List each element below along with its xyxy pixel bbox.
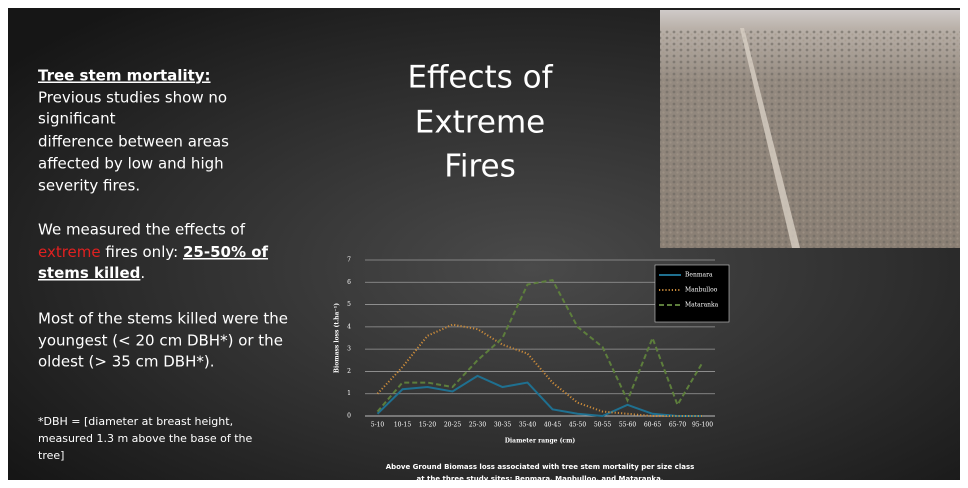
footnote-line: tree] (38, 449, 64, 462)
footnote-line: measured 1.3 m above the base of the (38, 432, 253, 445)
slide: Effects of Extreme Fires Tree stem morta… (0, 0, 968, 488)
x-axis-label: Diameter range (cm) (505, 438, 576, 445)
title-line: Extreme (415, 105, 546, 141)
measured-line: extreme fires only: 25-50% of (38, 243, 268, 261)
caption-line: at the three study sites: Benmara, Manbu… (417, 475, 664, 483)
photo-scrub (660, 30, 960, 248)
intro-line: difference between areas (38, 133, 229, 151)
x-tick-label: 35-40 (519, 422, 536, 429)
x-tick-label: 30-35 (494, 422, 511, 429)
y-tick-label: 6 (347, 279, 351, 286)
findings-line: oldest (> 35 cm DBH*). (38, 353, 214, 371)
findings-line: Most of the stems killed were the (38, 310, 288, 328)
x-tick-label: 20-25 (444, 422, 461, 429)
y-tick-label: 7 (347, 257, 351, 264)
intro-line: affected by low and high (38, 155, 224, 173)
measured-line: We measured the effects of (38, 221, 246, 239)
legend-label: Manbulloo (685, 287, 718, 294)
y-tick-label: 3 (347, 346, 351, 353)
x-tick-label: 50-55 (594, 422, 611, 429)
page: { "slide": { "title_lines": ["Effects of… (0, 0, 968, 488)
x-tick-label: 60-65 (644, 422, 661, 429)
caption-line: Above Ground Biomass loss associated wit… (386, 463, 695, 471)
intro-line: severity fires. (38, 177, 140, 195)
x-tick-label: 55-60 (619, 422, 636, 429)
x-tick-label: 65-70 (669, 422, 686, 429)
extreme-word: extreme (38, 243, 101, 261)
measured-line: stems killed. (38, 264, 145, 282)
y-tick-label: 4 (347, 323, 351, 330)
title-line: Effects of (407, 60, 553, 96)
y-tick-label: 0 (347, 413, 351, 420)
x-tick-label: 40-45 (544, 422, 561, 429)
x-tick-label: 5-10 (371, 422, 385, 429)
y-tick-label: 1 (347, 390, 351, 397)
heading: Tree stem mortality: (38, 67, 211, 85)
killed-text: stems killed (38, 264, 140, 282)
y-tick-label: 2 (347, 368, 351, 375)
x-tick-label: 25-30 (469, 422, 486, 429)
x-tick-label: 45-50 (569, 422, 586, 429)
footnote-line: *DBH = [diameter at breast height, (38, 415, 233, 428)
killed-text: 25-50% of (183, 243, 269, 261)
intro-line: significant (38, 110, 116, 128)
period: . (140, 264, 145, 282)
y-axis-label: Biomass loss (t.ha⁻¹) (334, 303, 341, 373)
x-tick-label: 95-100 (692, 422, 713, 429)
measured-text: fires only: (101, 243, 183, 261)
x-tick-label: 15-20 (419, 422, 436, 429)
title-line: Fires (444, 149, 515, 185)
legend-label: Benmara (685, 272, 713, 279)
x-tick-label: 10-15 (394, 422, 411, 429)
landscape-photo (660, 10, 960, 248)
intro-line: Previous studies show no (38, 89, 227, 107)
legend-label: Mataranka (685, 302, 719, 309)
y-tick-label: 5 (347, 301, 351, 308)
findings-line: youngest (< 20 cm DBH*) or the (38, 332, 283, 350)
